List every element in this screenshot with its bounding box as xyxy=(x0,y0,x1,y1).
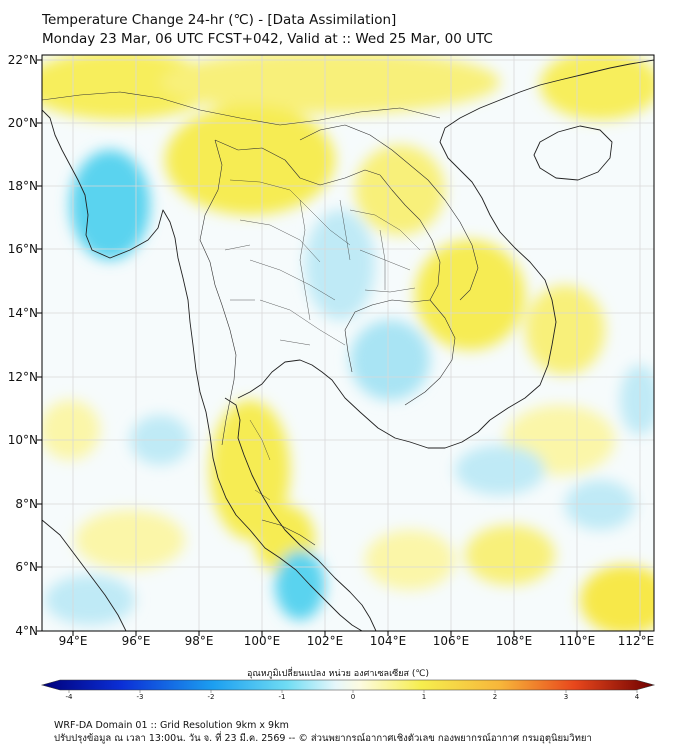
colorbar-label: อุณหภูมิเปลี่ยนแปลง หน่วย องศาเซลเซียส (… xyxy=(246,669,430,679)
cool-anomaly xyxy=(275,550,325,620)
coastline-vietnam xyxy=(439,59,654,421)
x-tick-label: 98°E xyxy=(184,634,214,648)
border-cambodia-vietnam xyxy=(404,299,456,406)
cool-anomaly xyxy=(620,365,654,435)
province-lines xyxy=(224,179,421,501)
warm-anomaly xyxy=(540,55,654,120)
x-tick-label: 108°E xyxy=(495,634,533,648)
cool-anomaly xyxy=(565,480,635,530)
colorbar-tick-label: 3 xyxy=(563,693,569,701)
warm-anomaly xyxy=(525,285,605,375)
colorbar-tick-label: 0 xyxy=(350,693,356,701)
colorbar-tick-label: 2 xyxy=(492,693,498,701)
warm-anomaly xyxy=(165,105,335,215)
y-tick-label: 6°N xyxy=(15,560,38,574)
warm-anomaly xyxy=(365,530,455,590)
warm-anomaly xyxy=(415,240,525,350)
y-tick-label: 4°N xyxy=(15,624,38,638)
x-tick-label: 100°E xyxy=(243,634,281,648)
border-thailand-laos xyxy=(214,139,441,301)
temperature-field xyxy=(42,55,654,631)
y-tick-label: 10°N xyxy=(7,433,38,447)
y-tick-label: 22°N xyxy=(7,53,38,67)
y-tick-label: 20°N xyxy=(7,116,38,130)
colorbar-tick-label: -3 xyxy=(136,693,144,701)
footer-model-info: WRF-DA Domain 01 :: Grid Resolution 9km … xyxy=(54,720,289,731)
country-borders xyxy=(42,91,479,546)
border-thailand-myanmar xyxy=(199,139,237,446)
colorbar-ticks xyxy=(68,690,638,693)
warm-anomaly xyxy=(160,55,500,114)
coastline-borneo-sumatra xyxy=(42,519,127,631)
colorbar xyxy=(40,679,656,693)
axis-ticks xyxy=(37,59,641,636)
x-tick-label: 106°E xyxy=(432,634,470,648)
y-tick-label: 16°N xyxy=(7,242,38,256)
cool-anomaly xyxy=(455,445,545,495)
colorbar-tick-label: -4 xyxy=(65,693,73,701)
colorbar-tick-label: 4 xyxy=(634,693,640,701)
coastlines xyxy=(42,59,654,631)
cool-anomaly xyxy=(350,320,430,400)
x-tick-label: 96°E xyxy=(121,634,151,648)
map-title: Temperature Change 24-hr (℃) - [Data Ass… xyxy=(42,12,397,28)
colorbar-strip xyxy=(40,679,656,691)
map-subtitle: Monday 23 Mar, 06 UTC FCST+042, Valid at… xyxy=(42,31,493,47)
warm-anomaly xyxy=(580,565,654,631)
border-laos-vietnam xyxy=(299,124,479,301)
graticule xyxy=(42,55,654,631)
x-tick-label: 94°E xyxy=(58,634,88,648)
x-tick-label: 112°E xyxy=(617,634,655,648)
coastline-gulf-thailand xyxy=(237,359,491,449)
x-tick-label: 104°E xyxy=(369,634,407,648)
colorbar-tick-label: 1 xyxy=(421,693,427,701)
cool-anomaly xyxy=(45,575,135,625)
warm-anomaly xyxy=(42,400,100,460)
y-tick-label: 12°N xyxy=(7,370,38,384)
coastline-hainan xyxy=(533,125,613,181)
cool-anomaly xyxy=(70,150,150,260)
border-malaysia xyxy=(261,519,316,546)
colorbar-tick-label: -1 xyxy=(278,693,286,701)
footer-credit: ปรับปรุงข้อมูล ณ เวลา 13:00น. วัน จ. ที่… xyxy=(54,733,592,744)
y-tick-label: 8°N xyxy=(15,497,38,511)
colorbar-tick-label: -2 xyxy=(207,693,215,701)
border-thailand-cambodia xyxy=(344,299,431,373)
x-tick-label: 102°E xyxy=(306,634,344,648)
x-tick-label: 110°E xyxy=(558,634,596,648)
warm-anomaly xyxy=(465,525,555,585)
coastline-peninsula-east xyxy=(224,397,377,631)
border-china xyxy=(42,91,441,126)
warm-anomaly xyxy=(75,510,185,570)
y-tick-label: 18°N xyxy=(7,179,38,193)
y-tick-label: 14°N xyxy=(7,306,38,320)
map-frame xyxy=(41,54,655,632)
warm-anomaly xyxy=(355,145,445,235)
cool-anomaly xyxy=(305,210,375,320)
coastline-myanmar-west xyxy=(42,109,363,631)
